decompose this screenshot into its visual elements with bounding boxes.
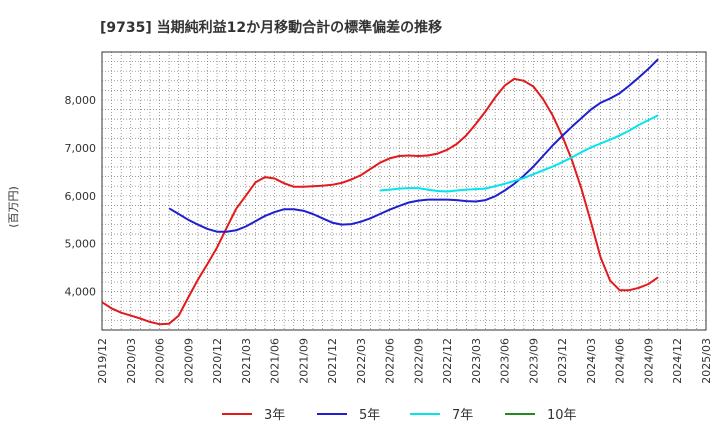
legend: 3年 5年 7年 10年 — [222, 408, 577, 423]
y-axis-label: (百万円) — [7, 186, 20, 228]
x-tick-label: 2024/06 — [614, 338, 627, 384]
x-tick-label: 2025/03 — [700, 338, 713, 384]
x-tick-label: 2019/12 — [96, 338, 109, 384]
x-tick-label: 2024/03 — [585, 338, 598, 384]
legend-label: 7年 — [452, 408, 473, 423]
x-tick-label: 2021/12 — [326, 338, 339, 384]
x-tick-label: 2020/03 — [125, 338, 138, 384]
x-tick-label: 2023/12 — [556, 338, 569, 384]
x-tick-label: 2021/09 — [297, 338, 310, 384]
series-lines — [101, 58, 659, 326]
x-tick-label: 2022/12 — [441, 338, 454, 384]
legend-label: 5年 — [359, 408, 380, 423]
x-tick-label: 2022/06 — [384, 338, 397, 384]
x-tick-label: 2020/12 — [211, 338, 224, 384]
y-tick-label: 7,000 — [65, 142, 97, 155]
x-tick-label: 2022/09 — [412, 338, 425, 384]
series-line-1 — [101, 77, 659, 326]
series-line-2 — [168, 58, 659, 233]
x-tick-label: 2020/09 — [182, 338, 195, 384]
x-tick-label: 2024/09 — [642, 338, 655, 384]
plot-area — [101, 51, 707, 331]
y-tick-label: 6,000 — [65, 190, 97, 203]
y-ticks: 4,000 5,000 6,000 7,000 8,000 — [65, 94, 97, 299]
x-tick-label: 2021/06 — [269, 338, 282, 384]
x-tick-label: 2024/12 — [671, 338, 684, 384]
y-tick-label: 8,000 — [65, 94, 97, 107]
x-tick-label: 2023/09 — [527, 338, 540, 384]
x-tick-label: 2022/03 — [355, 338, 368, 384]
x-tick-label: 2023/06 — [499, 338, 512, 384]
x-ticks: 2019/12 2020/03 2020/06 2020/09 2020/12 2021/… — [96, 338, 713, 384]
x-tick-label: 2020/06 — [154, 338, 167, 384]
legend-label: 10年 — [547, 408, 577, 423]
y-tick-label: 4,000 — [65, 286, 97, 299]
y-tick-label: 5,000 — [65, 238, 97, 251]
x-tick-label: 2021/03 — [240, 338, 253, 384]
x-tick-label: 2023/03 — [470, 338, 483, 384]
series-line-3 — [379, 114, 659, 193]
chart-title: [9735] 当期純利益12か月移動合計の標準偏差の推移 — [100, 19, 442, 36]
legend-label: 3年 — [264, 408, 285, 423]
